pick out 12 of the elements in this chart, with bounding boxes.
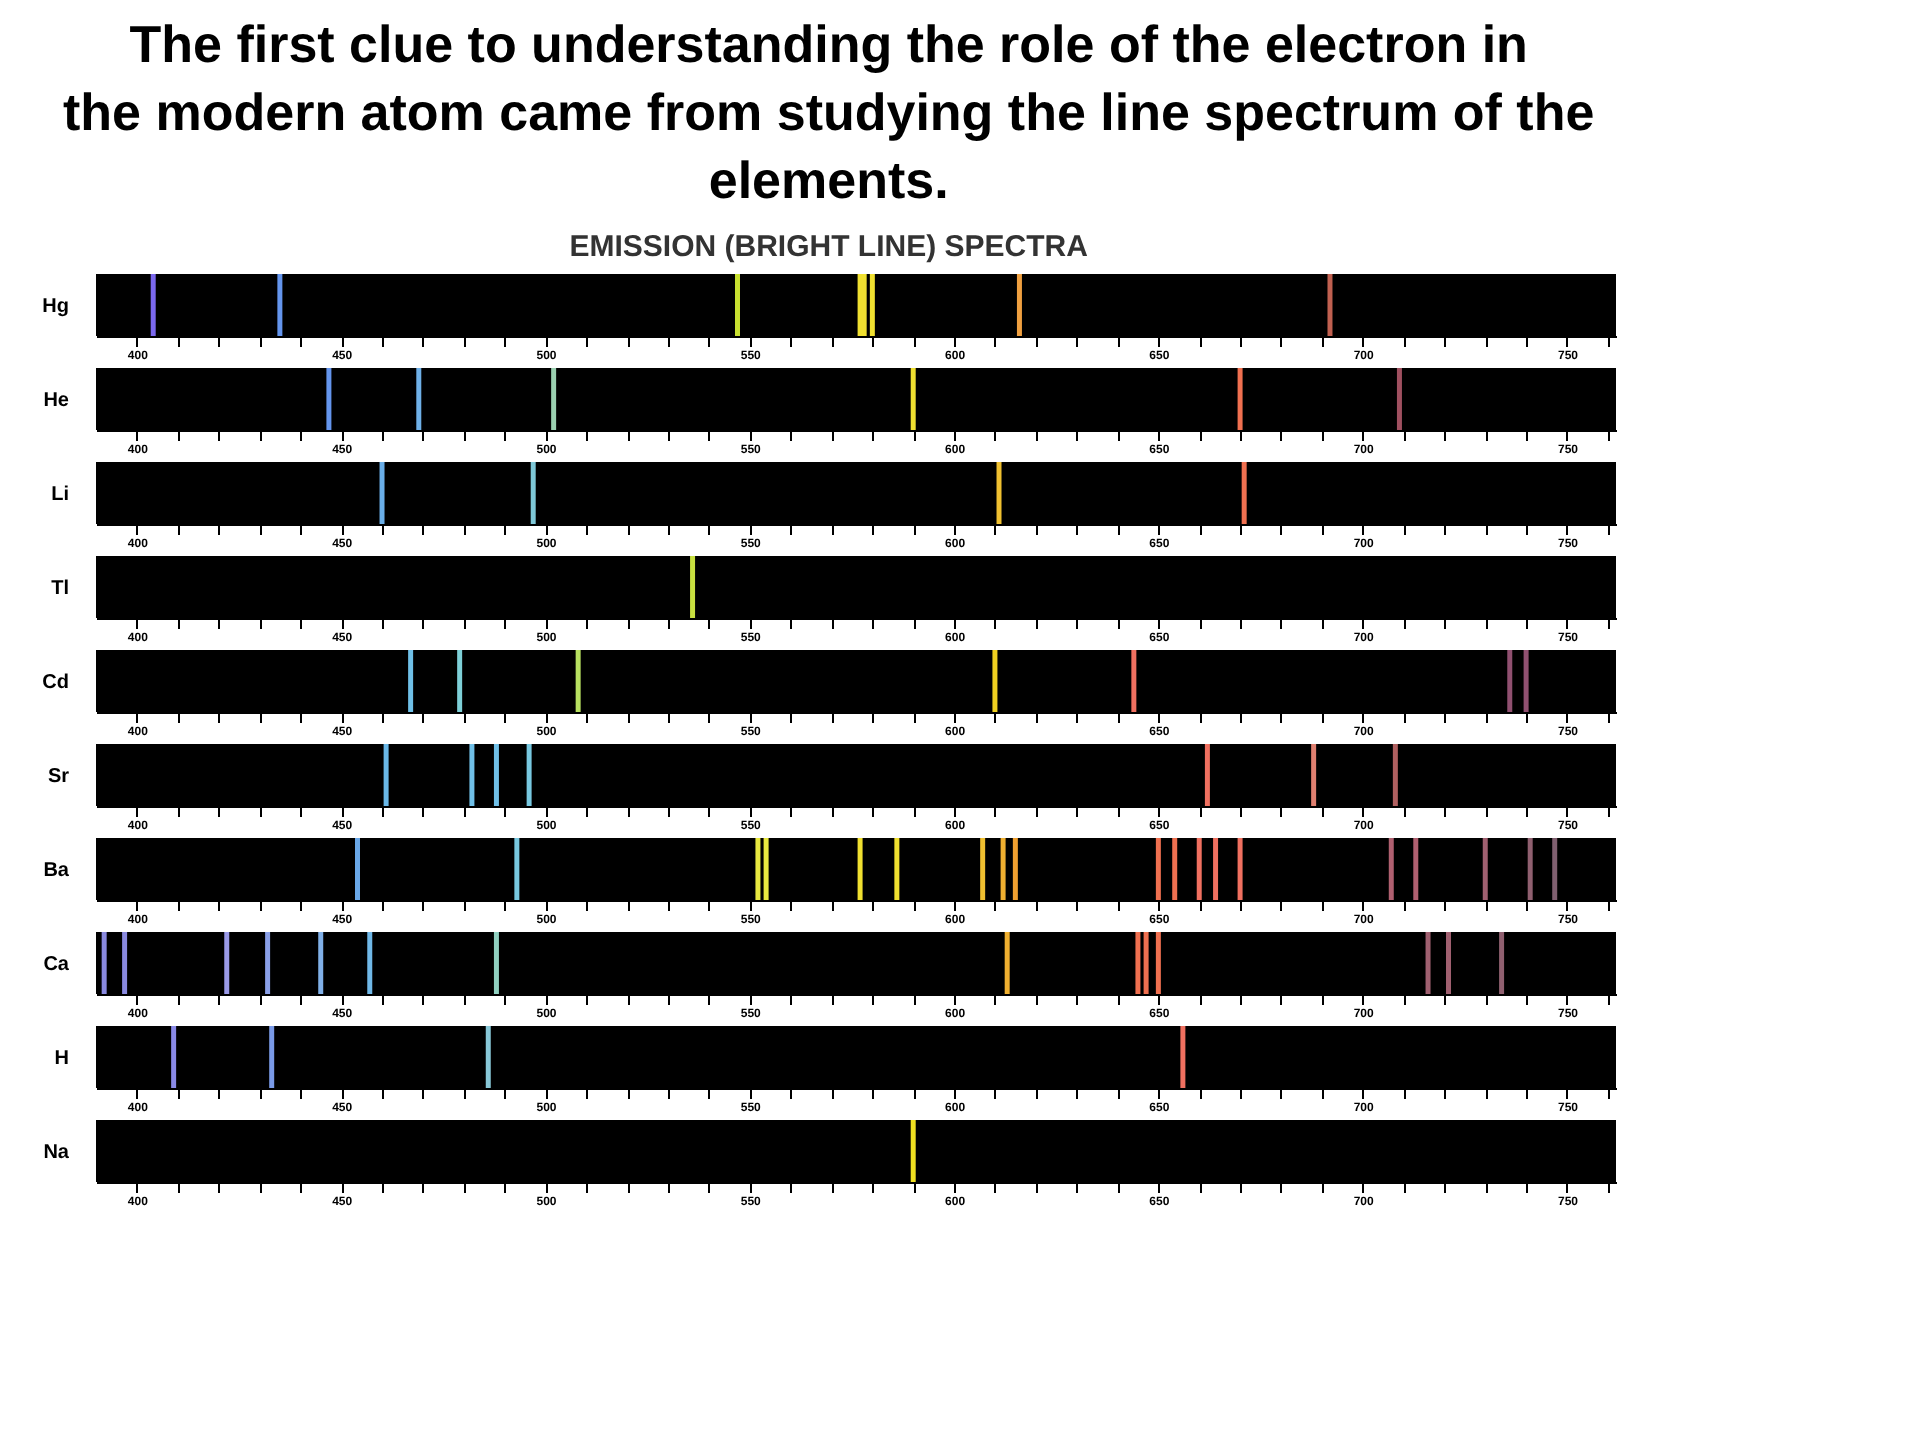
- y-axis-title: Ca: [43, 954, 70, 976]
- y-axis-title: Cd: [42, 672, 69, 694]
- y-axis-title: Hg: [42, 296, 69, 318]
- y-axis-title: Li: [51, 484, 70, 506]
- y-axis-title: Sr: [47, 766, 70, 788]
- y-axis-title: He: [43, 390, 70, 412]
- y-axis-title: Tl: [51, 578, 70, 600]
- chart-title: The first clue to understanding the role of the electron in the modern atom came from studying the line spectrum of the elements.: [63, 14, 1595, 210]
- y-axis-title: Na: [43, 1142, 70, 1164]
- y-axis-title: H: [54, 1048, 69, 1070]
- y-axis-title: Ba: [43, 860, 70, 882]
- chart-subtitle: EMISSION (BRIGHT LINE) SPECTRA: [569, 230, 1089, 264]
